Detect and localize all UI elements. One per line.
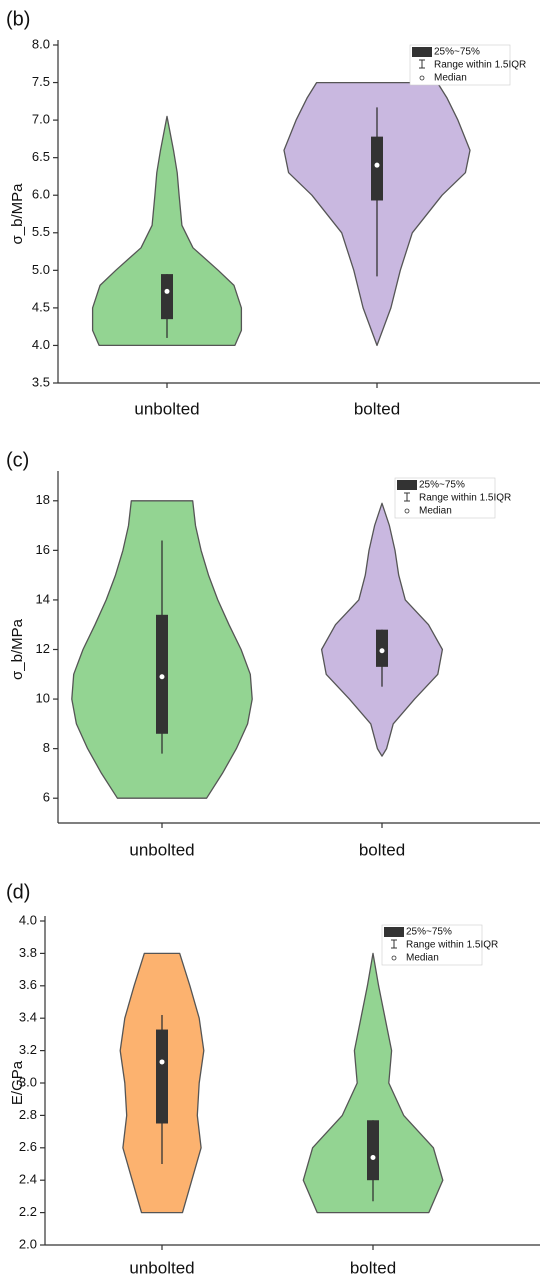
- y-tick-label: 12: [36, 641, 50, 656]
- legend-median-icon: [419, 75, 425, 81]
- legend-whisker-icon: [404, 492, 410, 502]
- median: [164, 288, 170, 294]
- y-tick-label: 18: [36, 492, 50, 507]
- y-tick-label: 7.5: [32, 74, 50, 89]
- legend-label: 25%~75%: [419, 480, 465, 491]
- legend-median-icon: [391, 955, 397, 961]
- legend-median-icon: [404, 508, 410, 514]
- median: [370, 1155, 376, 1161]
- y-axis-label: σ_b/MPa: [9, 183, 26, 245]
- legend-label: Range within 1.5IQR: [434, 60, 526, 71]
- legend-iqr-icon: [397, 480, 417, 490]
- y-tick-label: 3.4: [19, 1010, 37, 1025]
- y-tick-label: 4.0: [19, 912, 37, 927]
- x-tick-label: bolted: [354, 399, 400, 418]
- median: [159, 1059, 165, 1065]
- x-tick-label: bolted: [359, 840, 405, 859]
- legend-label: Range within 1.5IQR: [419, 493, 511, 504]
- x-tick-label: unbolted: [134, 399, 199, 418]
- y-tick-label: 6.0: [32, 187, 50, 202]
- y-tick-label: 3.0: [19, 1074, 37, 1089]
- y-tick-label: 7.0: [32, 112, 50, 127]
- iqr-box: [371, 136, 383, 201]
- median: [374, 162, 380, 168]
- legend-iqr-icon: [384, 927, 404, 937]
- y-tick-label: 4.0: [32, 337, 50, 352]
- y-tick-label: 16: [36, 542, 50, 557]
- panel-label: (b): [6, 8, 30, 30]
- x-tick-label: unbolted: [129, 1258, 194, 1277]
- y-tick-label: 3.2: [19, 1042, 37, 1057]
- y-tick-label: 14: [36, 591, 50, 606]
- y-tick-label: 8.0: [32, 36, 50, 51]
- y-tick-label: 3.8: [19, 945, 37, 960]
- legend-label: Median: [434, 73, 467, 84]
- median: [379, 648, 385, 654]
- legend-whisker-icon: [419, 59, 425, 69]
- y-tick-label: 6.5: [32, 149, 50, 164]
- y-tick-label: 5.0: [32, 262, 50, 277]
- legend-label: 25%~75%: [434, 47, 480, 58]
- legend-label: Median: [406, 953, 439, 964]
- violin: [91, 115, 243, 347]
- panel-label: (c): [6, 449, 29, 471]
- y-tick-label: 3.6: [19, 977, 37, 992]
- legend-label: Range within 1.5IQR: [406, 940, 498, 951]
- y-tick-label: 8: [43, 740, 50, 755]
- y-tick-label: 6: [43, 790, 50, 805]
- violin: [302, 952, 444, 1214]
- y-tick-label: 2.2: [19, 1204, 37, 1219]
- iqr-box: [367, 1120, 379, 1181]
- legend-label: Median: [419, 506, 452, 517]
- y-tick-label: 2.0: [19, 1236, 37, 1251]
- y-tick-label: 2.6: [19, 1139, 37, 1154]
- legend-whisker-icon: [391, 939, 397, 949]
- y-tick-label: 3.5: [32, 374, 50, 389]
- y-tick-label: 2.8: [19, 1107, 37, 1122]
- x-tick-label: bolted: [350, 1258, 396, 1277]
- iqr-box: [161, 274, 173, 320]
- legend-label: 25%~75%: [406, 927, 452, 938]
- y-tick-label: 4.5: [32, 299, 50, 314]
- median: [159, 674, 165, 680]
- y-tick-label: 2.4: [19, 1172, 37, 1187]
- y-tick-label: 10: [36, 691, 50, 706]
- panel-label: (d): [6, 881, 30, 903]
- x-tick-label: unbolted: [129, 840, 194, 859]
- legend-iqr-icon: [412, 47, 432, 57]
- iqr-box: [156, 1029, 168, 1124]
- y-tick-label: 5.5: [32, 224, 50, 239]
- y-axis-label: E/GPa: [9, 1060, 26, 1105]
- y-axis-label: σ_b/MPa: [9, 618, 26, 680]
